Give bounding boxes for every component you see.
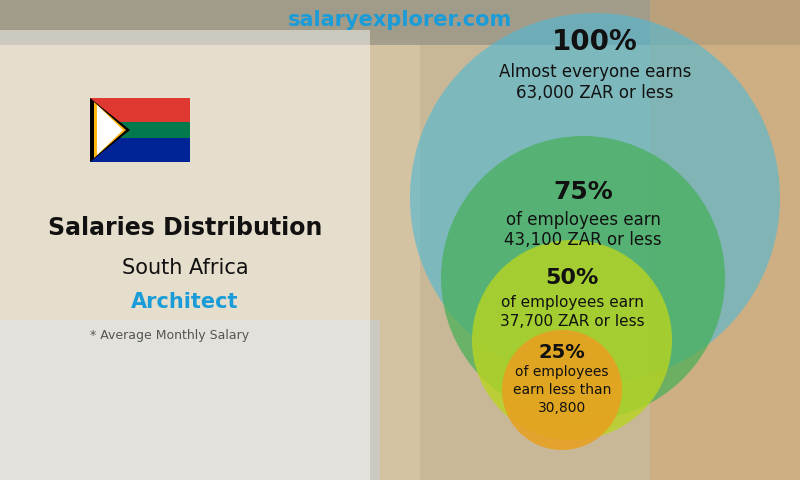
Circle shape (472, 240, 672, 440)
Text: 50%: 50% (546, 268, 598, 288)
Text: 25%: 25% (538, 343, 586, 361)
Bar (650, 0, 800, 480)
Bar (0, 40, 420, 480)
Polygon shape (90, 98, 130, 162)
Circle shape (502, 330, 622, 450)
Text: of employees earn: of employees earn (506, 211, 661, 229)
Polygon shape (97, 105, 123, 155)
Text: Salaries Distribution: Salaries Distribution (48, 216, 322, 240)
Bar (90, 130, 190, 162)
Text: 100%: 100% (552, 28, 638, 56)
Text: of employees: of employees (515, 365, 609, 379)
Text: 30,800: 30,800 (538, 401, 586, 415)
Text: salaryexplorer.com: salaryexplorer.com (288, 10, 512, 30)
Bar (0, 320, 380, 480)
Bar (90, 122, 190, 138)
Circle shape (410, 13, 780, 383)
Text: 63,000 ZAR or less: 63,000 ZAR or less (516, 84, 674, 102)
Text: South Africa: South Africa (122, 258, 248, 278)
Text: 75%: 75% (553, 180, 613, 204)
Circle shape (441, 136, 725, 420)
Text: 37,700 ZAR or less: 37,700 ZAR or less (500, 314, 644, 329)
Text: * Average Monthly Salary: * Average Monthly Salary (90, 328, 250, 341)
Bar (90, 98, 190, 130)
Text: Almost everyone earns: Almost everyone earns (499, 63, 691, 81)
Text: of employees earn: of employees earn (501, 296, 643, 311)
Polygon shape (94, 102, 126, 158)
Text: 43,100 ZAR or less: 43,100 ZAR or less (504, 231, 662, 249)
Text: earn less than: earn less than (513, 383, 611, 397)
Text: Architect: Architect (131, 292, 238, 312)
Bar (0, 30, 370, 480)
Bar (0, 0, 800, 45)
